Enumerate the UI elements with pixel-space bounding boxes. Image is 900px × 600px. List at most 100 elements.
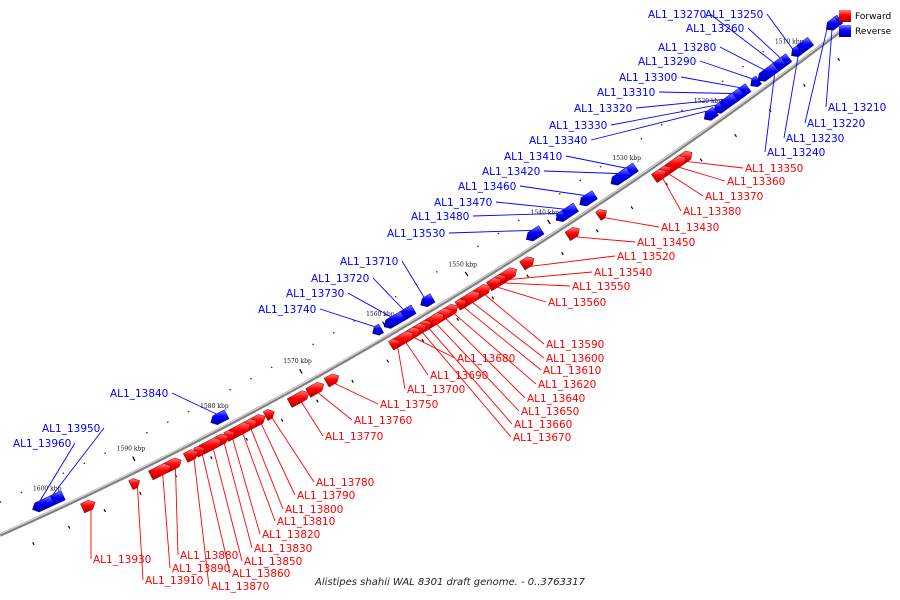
gene-label[interactable]: AL1_13740 — [258, 304, 316, 316]
gene-label[interactable]: AL1_13320 — [574, 103, 632, 115]
gene-arrow[interactable] — [713, 101, 726, 114]
gene-arrow[interactable] — [372, 323, 385, 336]
gene-arrow[interactable] — [223, 430, 236, 442]
kbp-guide-dot — [62, 472, 65, 474]
gene-label[interactable]: AL1_13960 — [13, 438, 71, 450]
gene-arrow[interactable] — [519, 256, 535, 271]
gene-arrow[interactable] — [262, 409, 275, 421]
gene-arrow[interactable] — [791, 45, 803, 57]
gene-label[interactable]: AL1_13590 — [546, 339, 604, 351]
gene-arrow[interactable] — [526, 225, 545, 242]
gene-label[interactable]: AL1_13690 — [430, 370, 488, 382]
gene-label[interactable]: AL1_13770 — [325, 431, 383, 443]
gene-label[interactable]: AL1_13460 — [458, 181, 516, 193]
gene-arrow[interactable] — [305, 382, 325, 398]
gene-label[interactable]: AL1_13220 — [807, 118, 865, 130]
gene-label[interactable]: AL1_13230 — [786, 133, 844, 145]
gene-arrow[interactable] — [826, 16, 841, 31]
gene-label[interactable]: AL1_13750 — [380, 399, 438, 411]
gene-label[interactable]: AL1_13340 — [529, 135, 587, 147]
gene-label[interactable]: AL1_13720 — [311, 273, 369, 285]
gene-arrow[interactable] — [454, 298, 467, 311]
gene-label[interactable]: AL1_13520 — [617, 251, 675, 263]
gene-label[interactable]: AL1_13360 — [727, 176, 785, 188]
gene-label[interactable]: AL1_13470 — [434, 197, 492, 209]
gene-label[interactable]: AL1_13700 — [407, 384, 465, 396]
gene-label[interactable]: AL1_13300 — [619, 72, 677, 84]
gene-label[interactable]: AL1_13670 — [513, 432, 571, 444]
gene-arrow[interactable] — [80, 499, 96, 514]
gene-label[interactable]: AL1_13790 — [297, 490, 355, 502]
gene-arrow[interactable] — [128, 478, 141, 491]
gene-label[interactable]: AL1_13780 — [316, 477, 374, 489]
legend-reverse-swatch — [839, 25, 851, 37]
gene-arrow[interactable] — [651, 169, 667, 184]
gene-label[interactable]: AL1_13420 — [482, 166, 540, 178]
gene-label[interactable]: AL1_13610 — [543, 365, 601, 377]
gene-arrow[interactable] — [757, 62, 780, 82]
gene-arrow[interactable] — [420, 293, 436, 308]
gene-arrow[interactable] — [610, 167, 633, 186]
gene-label[interactable]: AL1_13280 — [658, 42, 716, 54]
gene-label[interactable]: AL1_13870 — [211, 581, 269, 593]
gene-arrow[interactable] — [383, 310, 406, 329]
gene-label[interactable]: AL1_13910 — [145, 575, 203, 587]
gene-label[interactable]: AL1_13530 — [387, 228, 445, 240]
gene-arrow[interactable] — [323, 373, 340, 388]
gene-arrow[interactable] — [210, 409, 230, 425]
gene-arrow[interactable] — [703, 106, 719, 121]
gene-label[interactable]: AL1_13800 — [285, 504, 343, 516]
gene-label[interactable]: AL1_13820 — [262, 529, 320, 541]
gene-label[interactable]: AL1_13270 — [648, 9, 706, 21]
gene-label[interactable]: AL1_13600 — [546, 353, 604, 365]
gene-label[interactable]: AL1_13250 — [705, 9, 763, 21]
gene-label[interactable]: AL1_13930 — [93, 554, 151, 566]
gene-label[interactable]: AL1_13640 — [527, 393, 585, 405]
gene-leader — [464, 307, 542, 371]
gene-arrow[interactable] — [750, 75, 763, 88]
gene-label[interactable]: AL1_13810 — [277, 516, 335, 528]
gene-label[interactable]: AL1_13430 — [661, 222, 719, 234]
gene-label[interactable]: AL1_13950 — [42, 423, 100, 435]
gene-label[interactable]: AL1_13310 — [597, 87, 655, 99]
gene-arrow[interactable] — [182, 449, 199, 463]
gene-arrow[interactable] — [148, 463, 171, 481]
gene-label[interactable]: AL1_13550 — [572, 281, 630, 293]
gene-arrow[interactable] — [32, 495, 55, 513]
gene-label[interactable]: AL1_13560 — [548, 297, 606, 309]
gene-label[interactable]: AL1_13880 — [180, 550, 238, 562]
gene-label[interactable]: AL1_13210 — [828, 102, 886, 114]
gene-label[interactable]: AL1_13450 — [637, 237, 695, 249]
gene-label[interactable]: AL1_13240 — [767, 147, 825, 159]
gene-leader — [497, 286, 547, 303]
gene-label[interactable]: AL1_13260 — [686, 23, 744, 35]
gene-arrow[interactable] — [286, 390, 310, 408]
gene-label[interactable]: AL1_13290 — [638, 56, 696, 68]
gene-label[interactable]: AL1_13830 — [254, 543, 312, 555]
gene-label[interactable]: AL1_13480 — [411, 211, 469, 223]
gene-label[interactable]: AL1_13330 — [549, 120, 607, 132]
gene-arrow[interactable] — [193, 445, 205, 458]
gene-label[interactable]: AL1_13540 — [594, 267, 652, 279]
gene-arrow[interactable] — [388, 338, 400, 351]
gene-label[interactable]: AL1_13890 — [172, 563, 230, 575]
forward-guide-mark — [139, 491, 142, 495]
gene-label[interactable]: AL1_13710 — [340, 256, 398, 268]
gene-label[interactable]: AL1_13850 — [244, 556, 302, 568]
gene-label[interactable]: AL1_13370 — [705, 191, 763, 203]
gene-label[interactable]: AL1_13760 — [354, 415, 412, 427]
gene-label[interactable]: AL1_13860 — [232, 568, 290, 580]
gene-label[interactable]: AL1_13380 — [683, 206, 741, 218]
gene-label[interactable]: AL1_13730 — [286, 288, 344, 300]
gene-arrow[interactable] — [595, 209, 607, 221]
gene-label[interactable]: AL1_13410 — [504, 151, 562, 163]
gene-label[interactable]: AL1_13650 — [521, 406, 579, 418]
gene-label[interactable]: AL1_13350 — [745, 163, 803, 175]
gene-label[interactable]: AL1_13660 — [514, 419, 572, 431]
gene-arrow[interactable] — [579, 190, 598, 207]
gene-label[interactable]: AL1_13620 — [538, 379, 596, 391]
gene-label[interactable]: AL1_13840 — [110, 388, 168, 400]
gene-arrow[interactable] — [555, 210, 568, 222]
gene-label[interactable]: AL1_13680 — [457, 353, 515, 365]
gene-arrow[interactable] — [564, 227, 580, 242]
